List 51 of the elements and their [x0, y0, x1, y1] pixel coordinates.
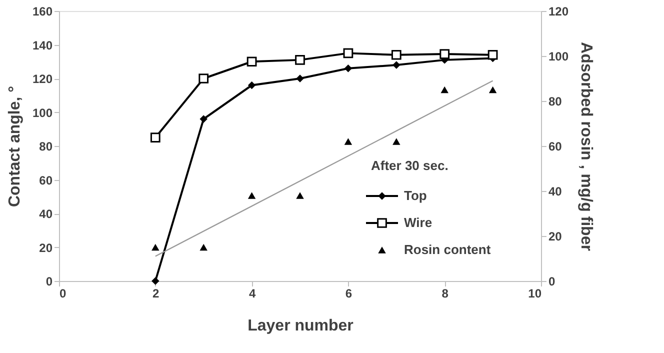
legend-title: After 30 sec.	[371, 158, 448, 173]
point	[440, 86, 448, 94]
y-tick-label: 0	[46, 274, 53, 288]
point	[152, 244, 160, 251]
point	[152, 277, 160, 285]
y2-tick-label: 80	[548, 94, 562, 108]
point	[246, 56, 257, 67]
point	[392, 61, 400, 69]
y2-tick-label: 100	[548, 50, 569, 64]
point	[488, 50, 498, 60]
x-tick-label: 6	[345, 286, 352, 300]
point	[391, 50, 402, 60]
y-tick-label: 160	[32, 4, 53, 18]
point	[248, 192, 256, 199]
point	[200, 115, 208, 123]
legend-label: Rosin content	[404, 242, 492, 257]
point	[344, 64, 352, 72]
x-tick-label: 2	[152, 286, 160, 300]
point	[295, 55, 305, 65]
x-tick-label: 4	[248, 286, 256, 300]
y-tick-label: 80	[39, 140, 53, 154]
y-tick-label: 60	[39, 173, 53, 188]
y2-axis-title: Adsorbed rosin , mg/g fiber	[578, 42, 595, 251]
legend-label: Top	[404, 188, 427, 203]
point	[296, 192, 304, 199]
y2-tick-label: 0	[548, 274, 556, 288]
x-tick-label: 10	[528, 286, 542, 300]
point	[150, 132, 160, 142]
point	[343, 48, 354, 58]
point	[440, 49, 450, 59]
y-tick-label: 120	[32, 72, 53, 86]
y2-tick-label: 60	[548, 140, 562, 154]
y-axis-title: Contact angle, °	[6, 86, 24, 208]
y-tick-label: 20	[39, 240, 53, 255]
y2-tick-label: 40	[548, 184, 562, 198]
x-tick-label: 0	[60, 286, 66, 300]
point	[296, 74, 304, 82]
point	[198, 74, 209, 84]
point	[488, 86, 497, 94]
y-tick-label: 40	[39, 207, 53, 221]
legend-label: Wire	[404, 215, 432, 230]
y-tick-label: 140	[32, 38, 53, 52]
point	[248, 81, 256, 90]
point	[392, 138, 400, 145]
point	[344, 138, 352, 145]
x-tick-label: 8	[442, 286, 449, 300]
y2-tick-label: 120	[548, 4, 569, 18]
y-tick-label: 100	[32, 106, 53, 120]
point	[200, 244, 208, 251]
y2-tick-label: 20	[548, 230, 562, 244]
x-axis-title: Layer number	[248, 318, 354, 334]
